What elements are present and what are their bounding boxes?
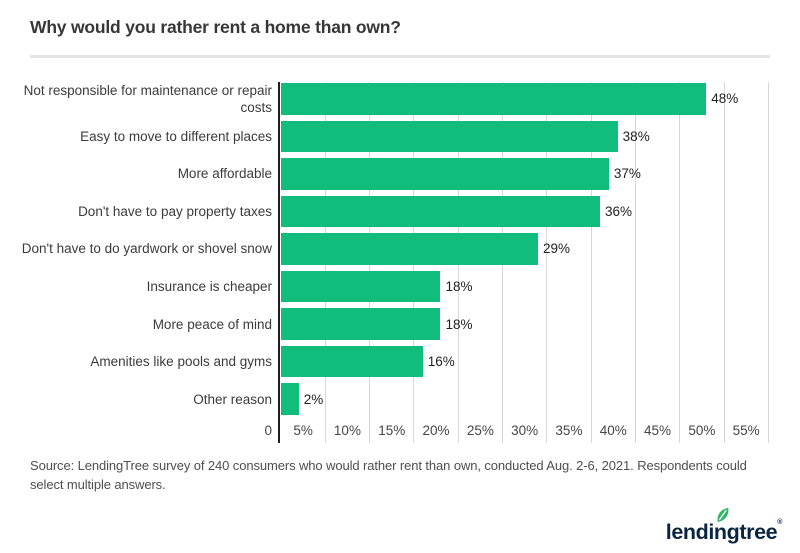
bar (281, 233, 538, 265)
x-tick-label: 25% (466, 422, 494, 438)
gridline (679, 82, 681, 443)
gridline (723, 82, 725, 443)
x-tick-label: 5% (293, 422, 313, 438)
bar-row: More peace of mind 18% (0, 308, 800, 340)
value-label: 18% (445, 279, 473, 294)
x-tick-label: 35% (555, 422, 583, 438)
y-axis-line (277, 82, 280, 443)
value-label: 48% (711, 91, 739, 107)
leaf-icon (717, 507, 729, 523)
bar (281, 345, 423, 378)
x-tick-label: 55% (732, 422, 760, 438)
lendingtree-logo: lendingtree® (666, 507, 782, 543)
value-label: 29% (542, 241, 570, 257)
category-label: Amenities like pools and gyms (90, 354, 272, 370)
bar-row: Other reason 2% (0, 383, 800, 415)
category-label: Don't have to pay property taxes (78, 203, 272, 219)
bar (281, 120, 618, 153)
category-label: Insurance is cheaper (146, 279, 272, 294)
bar (281, 195, 600, 228)
value-label: 2% (303, 391, 324, 407)
x-tick-label: 20% (422, 422, 450, 438)
value-label: 37% (613, 166, 641, 182)
bar (281, 270, 441, 303)
bar-row: Amenities like pools and gyms 16% (0, 345, 800, 378)
lendingtree-wordmark: lendingtree® (665, 507, 782, 544)
value-label: 18% (445, 316, 473, 332)
bar-row: Insurance is cheaper 18% (0, 270, 800, 303)
gridline (546, 82, 548, 443)
value-label: 38% (622, 128, 650, 144)
logo-word: lendingtree (665, 520, 778, 544)
gridline (767, 82, 769, 443)
x-tick-label: 10% (333, 422, 361, 438)
bar-row: Don't have to do yardwork or shovel snow… (0, 233, 800, 265)
bar-row: Not responsible for maintenance or repai… (0, 83, 800, 115)
title-divider (30, 55, 770, 58)
value-label: 16% (427, 354, 455, 370)
bar-row: Don't have to pay property taxes 36% (0, 195, 800, 228)
gridline (634, 82, 636, 443)
bar-chart: Not responsible for maintenance or repai… (0, 82, 800, 445)
x-tick-label: 0 (264, 422, 272, 438)
registered-mark: ® (777, 519, 782, 526)
category-label: Easy to move to different places (80, 128, 272, 144)
category-label: Other reason (193, 391, 272, 407)
bar-row: Easy to move to different places 38% (0, 120, 800, 153)
value-label: 36% (604, 203, 632, 219)
bar-row: More affordable 37% (0, 158, 800, 190)
x-tick-label: 45% (644, 422, 672, 438)
bar (281, 83, 707, 115)
category-label: More affordable (177, 166, 272, 182)
bar (281, 383, 299, 415)
x-tick-label: 30% (511, 422, 539, 438)
x-tick-label: 40% (599, 422, 627, 438)
category-label: Not responsible for maintenance or repai… (23, 82, 272, 115)
x-tick-label: 15% (378, 422, 406, 438)
chart-title: Why would you rather rent a home than ow… (30, 17, 401, 37)
category-label: Don't have to do yardwork or shovel snow (21, 241, 272, 257)
source-note: Source: LendingTree survey of 240 consum… (30, 458, 747, 492)
bar (281, 158, 609, 190)
gridline (590, 82, 592, 443)
bar (281, 308, 441, 340)
category-label: More peace of mind (152, 316, 272, 332)
x-tick-label: 50% (688, 422, 716, 438)
